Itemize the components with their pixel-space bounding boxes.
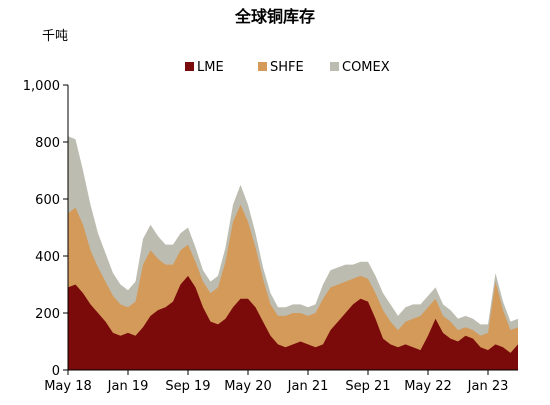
legend-swatch: [258, 62, 267, 71]
legend-item-lme: LME: [185, 60, 224, 75]
legend: LME SHFE COMEX: [185, 60, 390, 75]
x-tick-label: Sep 21: [345, 379, 390, 394]
x-tick-label: May 20: [224, 379, 272, 394]
legend-label: COMEX: [342, 60, 390, 75]
legend-item-comex: COMEX: [330, 60, 390, 75]
y-tick-label: 600: [35, 193, 60, 208]
y-tick-label: 1,000: [23, 79, 60, 94]
x-tick-label: Sep 19: [165, 379, 210, 394]
legend-swatch: [330, 62, 339, 71]
legend-swatch: [185, 62, 194, 71]
y-tick-label: 800: [35, 136, 60, 151]
x-axis: May 18 Jan 19 Sep 19 May 20 Jan 21 Sep 21 May …: [44, 369, 518, 394]
y-axis: 0 200 400 600 800 1,000: [23, 79, 69, 379]
legend-label: SHFE: [270, 60, 304, 75]
y-tick-label: 400: [35, 250, 60, 265]
y-tick-label: 200: [35, 307, 60, 322]
x-tick-label: Jan 23: [467, 379, 509, 394]
y-tick-label: 0: [52, 364, 60, 379]
chart-title: 全球铜库存: [234, 7, 315, 26]
x-tick-label: Jan 19: [107, 379, 149, 394]
legend-item-shfe: SHFE: [258, 60, 304, 75]
x-tick-label: May 22: [404, 379, 452, 394]
x-tick-label: May 18: [44, 379, 92, 394]
y-axis-unit-label: 千吨: [42, 29, 68, 44]
legend-label: LME: [197, 60, 224, 75]
area-lme: [68, 275, 518, 370]
plot-areas: [68, 136, 518, 370]
x-tick-label: Jan 21: [287, 379, 329, 394]
